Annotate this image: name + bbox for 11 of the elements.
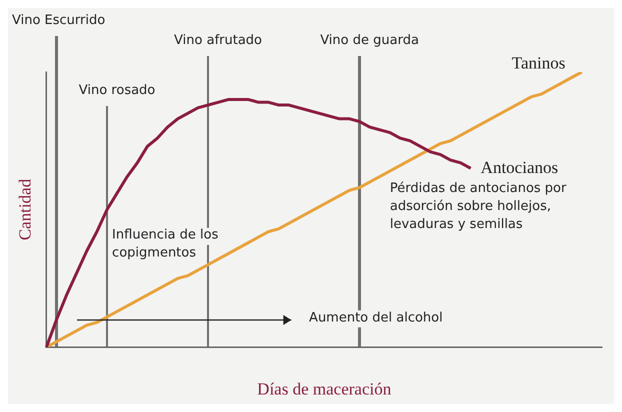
annotation: Vino rosado bbox=[78, 82, 156, 98]
annotation: Influencia de los copigmentos bbox=[112, 228, 219, 261]
series-label: Taninos bbox=[512, 53, 566, 72]
text: Vino afrutado bbox=[174, 32, 262, 48]
text: Vino de guarda bbox=[320, 32, 419, 48]
annotation: Pérdidas de antocianos por adsorción sobre hollejos, levaduras y semillas bbox=[390, 180, 568, 232]
series-label: Antocianos bbox=[480, 158, 558, 177]
y-axis-title: Cantidad bbox=[16, 178, 35, 240]
annotation: Aumento del alcohol bbox=[309, 310, 443, 326]
text: Vino Escurrido bbox=[12, 12, 106, 28]
x-axis-title: Días de maceración bbox=[257, 379, 392, 398]
